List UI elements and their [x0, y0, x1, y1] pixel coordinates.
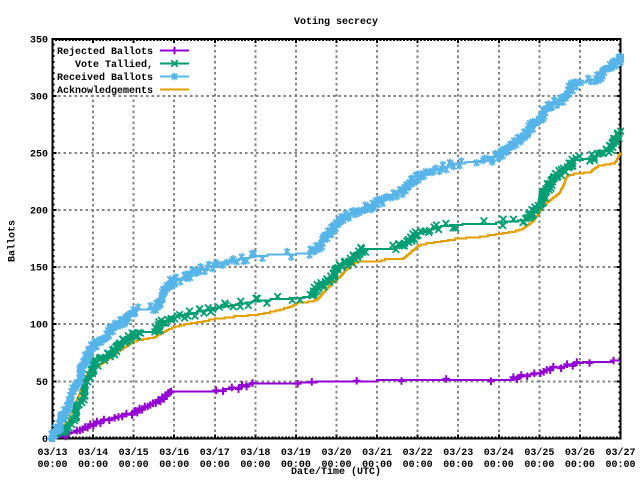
svg-text:Voting secrecy: Voting secrecy [294, 16, 378, 28]
svg-text:00:00: 00:00 [484, 460, 514, 471]
svg-text:00:00: 00:00 [443, 460, 473, 471]
svg-text:03/24: 03/24 [484, 447, 514, 459]
svg-text:Date/Time (UTC): Date/Time (UTC) [291, 466, 381, 478]
svg-text:03/27: 03/27 [605, 447, 635, 459]
svg-text:Ballots: Ballots [7, 220, 19, 262]
svg-text:50: 50 [36, 378, 48, 389]
svg-text:0: 0 [42, 435, 48, 446]
svg-text:03/22: 03/22 [403, 447, 433, 459]
svg-text:03/15: 03/15 [119, 447, 149, 459]
svg-text:150: 150 [30, 264, 48, 275]
svg-text:00:00: 00:00 [119, 460, 149, 471]
svg-text:03/25: 03/25 [524, 447, 554, 459]
svg-text:03/14: 03/14 [78, 447, 108, 459]
svg-text:03/26: 03/26 [565, 447, 595, 459]
svg-text:00:00: 00:00 [240, 460, 270, 471]
svg-text:03/21: 03/21 [362, 447, 392, 459]
svg-text:03/18: 03/18 [240, 447, 270, 459]
svg-text:00:00: 00:00 [281, 460, 311, 471]
svg-text:03/20: 03/20 [321, 447, 351, 459]
svg-text:250: 250 [30, 150, 48, 161]
svg-text:03/17: 03/17 [200, 447, 230, 459]
svg-text:00:00: 00:00 [605, 460, 635, 471]
svg-text:Acknowledgements: Acknowledgements [57, 85, 153, 97]
svg-text:00:00: 00:00 [565, 460, 595, 471]
svg-text:300: 300 [30, 93, 48, 104]
svg-text:Received Ballots: Received Ballots [57, 72, 153, 84]
svg-text:00:00: 00:00 [403, 460, 433, 471]
svg-text:100: 100 [30, 321, 48, 332]
svg-text:00:00: 00:00 [524, 460, 554, 471]
svg-text:03/16: 03/16 [159, 447, 189, 459]
svg-text:00:00: 00:00 [362, 460, 392, 471]
svg-text:200: 200 [30, 207, 48, 218]
svg-text:Rejected Ballots: Rejected Ballots [57, 46, 153, 58]
svg-text:Vote Tallied,: Vote Tallied, [75, 59, 153, 71]
svg-text:00:00: 00:00 [78, 460, 108, 471]
svg-text:03/23: 03/23 [443, 447, 473, 459]
svg-text:00:00: 00:00 [37, 460, 67, 471]
svg-text:00:00: 00:00 [321, 460, 351, 471]
svg-text:00:00: 00:00 [200, 460, 230, 471]
svg-text:03/13: 03/13 [37, 447, 67, 459]
svg-text:03/19: 03/19 [281, 447, 311, 459]
svg-text:00:00: 00:00 [159, 460, 189, 471]
svg-text:350: 350 [30, 36, 48, 47]
